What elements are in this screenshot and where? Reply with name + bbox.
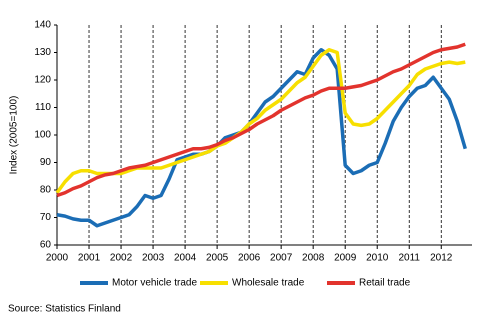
x-tick-label: 2009: [334, 253, 357, 264]
y-tick-label: 110: [35, 102, 51, 113]
x-tick-label: 2004: [174, 253, 197, 264]
x-tick-label: 2003: [142, 253, 165, 264]
y-tick-label: 90: [40, 157, 52, 168]
y-tick-label: 140: [34, 20, 51, 31]
x-tick-label: 2006: [238, 253, 261, 264]
series-line: [56, 42, 466, 198]
source: Source: Statistics Finland: [8, 304, 121, 315]
x-tick-label: 2008: [302, 253, 325, 264]
y-tick-label: 60: [40, 240, 52, 251]
y-tick-label: 80: [40, 185, 52, 196]
y-tick-label: 120: [34, 75, 51, 86]
x-tick-label: 2000: [46, 253, 69, 264]
legend-label: Wholesale trade: [232, 278, 305, 289]
y-tick-label: 100: [34, 130, 51, 141]
x-tick-label: 2007: [270, 253, 293, 264]
y-tick-label: 130: [34, 47, 51, 58]
x-tick-label: 2005: [206, 253, 229, 264]
x-tick-label: 2010: [366, 253, 389, 264]
series-line: [55, 48, 466, 194]
x-tick-label: 2002: [110, 253, 133, 264]
x-tick-label: 2012: [430, 253, 453, 264]
series-line: [56, 48, 467, 228]
y-axis-label: Index (2005=100): [9, 96, 20, 175]
x-tick-label: 2001: [78, 253, 101, 264]
legend-label: Retail trade: [359, 278, 411, 289]
legend-label: Motor vehicle trade: [112, 278, 197, 289]
x-tick-label: 2011: [398, 253, 420, 264]
y-tick-label: 70: [40, 212, 52, 223]
